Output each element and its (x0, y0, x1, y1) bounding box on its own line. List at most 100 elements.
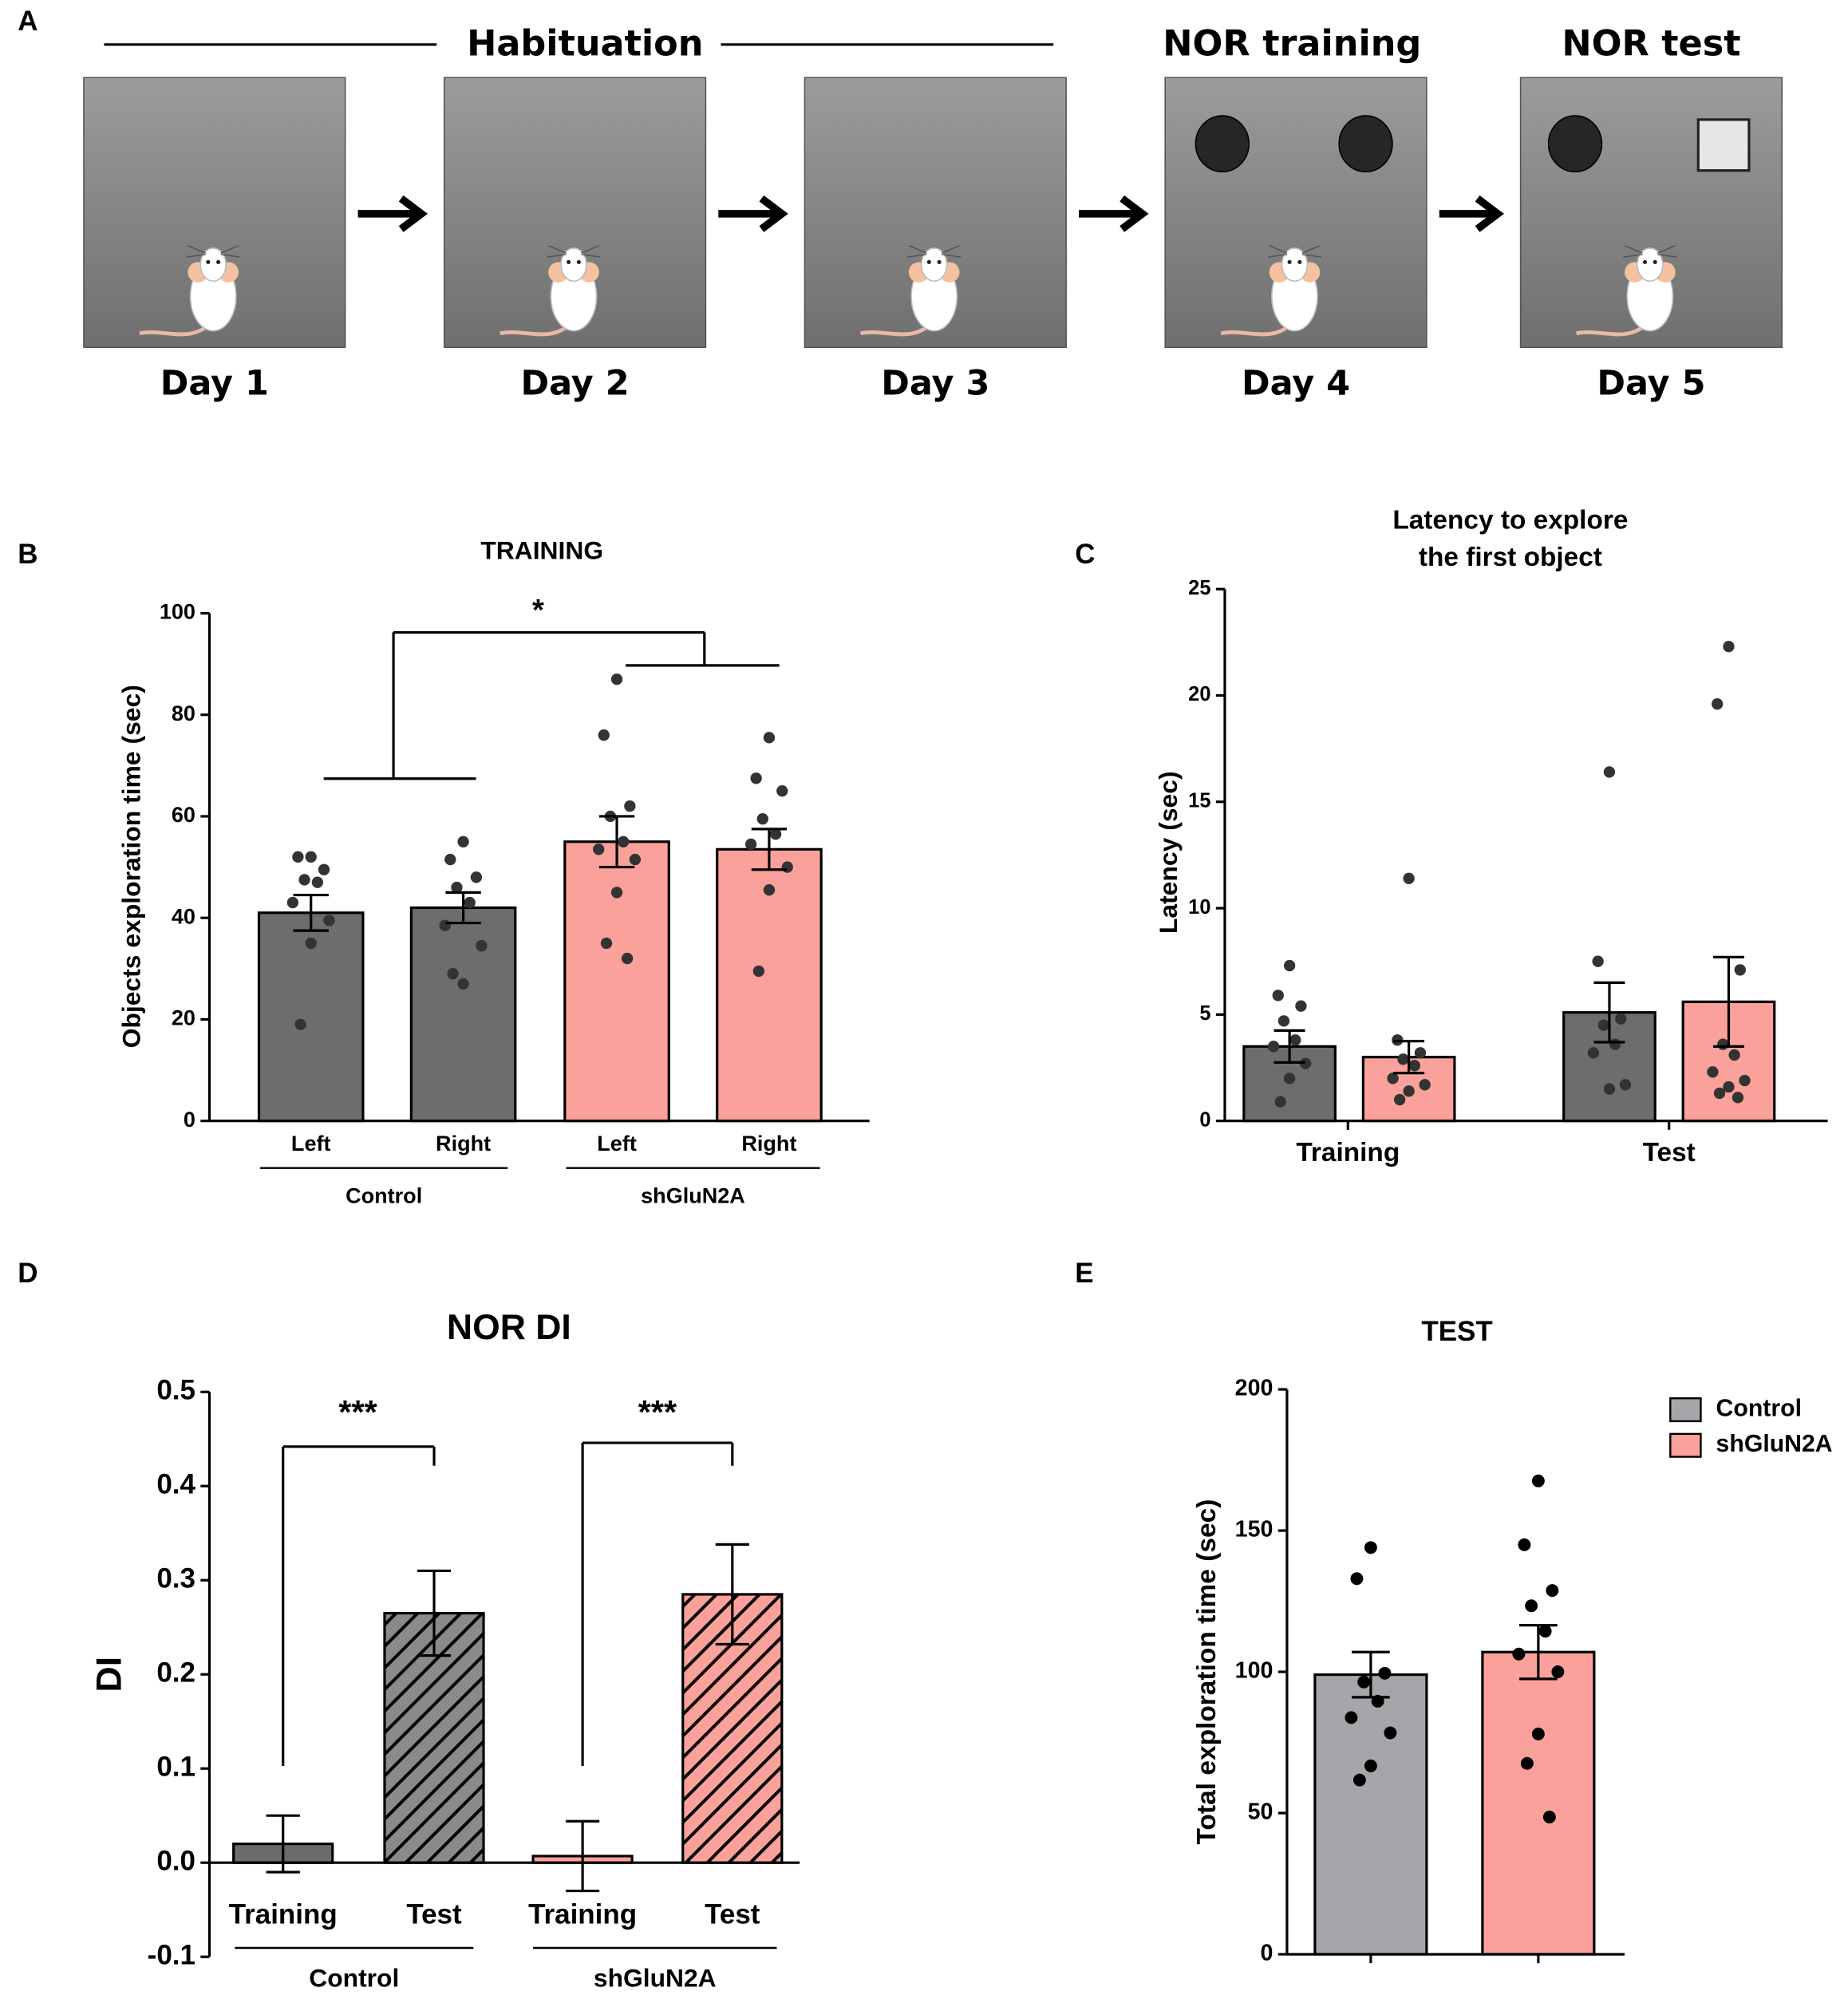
mouse-head (1281, 247, 1309, 282)
data-point (1587, 1047, 1600, 1059)
mouse-eye (926, 259, 931, 264)
data-point (298, 874, 310, 886)
y-tick-label: 0.3 (156, 1562, 195, 1594)
y-tick-label: 0 (1199, 1108, 1210, 1131)
chart-title: TRAINING (480, 535, 603, 564)
data-point (1538, 1625, 1552, 1638)
data-point (1299, 1057, 1312, 1069)
object-circle (1547, 115, 1603, 173)
data-point (598, 729, 610, 741)
panel-letter: D (18, 1258, 38, 1289)
mouse-icon (500, 244, 601, 337)
x-tick-label: Test (1643, 1138, 1696, 1167)
data-point (1734, 964, 1746, 976)
day-label: Day 5 (1597, 364, 1705, 404)
mouse-head (1637, 247, 1664, 282)
data-point (470, 871, 483, 883)
panel-letter: B (18, 539, 38, 570)
y-tick-label: 0.5 (156, 1374, 195, 1405)
data-point (1289, 1034, 1301, 1046)
data-point (447, 967, 459, 980)
y-tick-label: 40 (172, 903, 195, 928)
arrow-head (759, 195, 788, 232)
data-point (752, 965, 765, 978)
mouse-whiskers (1623, 244, 1677, 258)
y-tick-label: 25 (1188, 577, 1210, 599)
data-point (776, 784, 788, 797)
arrow-head (1475, 195, 1504, 232)
data-point (781, 861, 793, 873)
data-point (1364, 1541, 1377, 1555)
mouse-head (560, 247, 587, 282)
data-point (294, 1018, 306, 1030)
data-point (1531, 1727, 1545, 1740)
y-tick-label: 20 (1188, 683, 1210, 705)
data-point (457, 978, 469, 990)
data-point (305, 937, 317, 950)
data-point (1712, 697, 1724, 710)
y-tick-label: 200 (1235, 1376, 1273, 1401)
y-axis-label: DI (90, 1657, 129, 1693)
object-square (1696, 118, 1751, 172)
chart-title: Latency to explore (1392, 506, 1628, 535)
arrow-head (398, 195, 428, 232)
data-point (1387, 1073, 1399, 1084)
mouse-eye (216, 259, 221, 264)
x-tick-label: Training (1296, 1138, 1400, 1167)
data-point (1739, 1074, 1751, 1087)
y-tick-label: 5 (1199, 1002, 1210, 1025)
data-point (1283, 959, 1296, 972)
y-tick-label: 100 (1235, 1658, 1273, 1684)
data-point (323, 915, 335, 926)
x-tick-label: Right (741, 1131, 796, 1156)
data-point (769, 828, 782, 840)
arrow-head (1119, 195, 1149, 232)
data-point (1597, 1019, 1609, 1031)
mouse-tail (1576, 322, 1648, 337)
phase-label: NOR test (1562, 22, 1740, 64)
x-tick-label: Left (291, 1131, 331, 1156)
data-point (610, 674, 623, 685)
x-tick-label: Test (705, 1898, 760, 1930)
mouse-tail (1220, 322, 1293, 337)
data-point (464, 896, 476, 909)
mouse-eye (1653, 259, 1657, 264)
object-circle (1338, 115, 1393, 173)
legend-label: Control (1716, 1396, 1802, 1422)
data-point (1403, 1085, 1415, 1097)
y-axis-label: Total exploration time (sec) (1192, 1499, 1222, 1845)
significance-label: *** (338, 1394, 377, 1431)
data-point (1520, 1756, 1534, 1770)
mouse-eye (937, 259, 942, 264)
data-point (763, 732, 776, 744)
y-tick-label: 0.4 (156, 1468, 195, 1499)
data-point (1384, 1726, 1397, 1740)
significance-label: * (532, 593, 544, 627)
data-point (763, 884, 776, 896)
object-circle (1194, 115, 1250, 173)
mouse-tail (859, 322, 932, 337)
data-point (1408, 1060, 1420, 1072)
data-point (744, 838, 757, 851)
data-point (1723, 1080, 1735, 1093)
data-point (1603, 766, 1616, 778)
y-tick-label: 0.1 (156, 1751, 195, 1782)
data-point (1345, 1711, 1358, 1724)
y-tick-label: 0 (1261, 1941, 1273, 1966)
mouse-whiskers (1267, 244, 1321, 258)
legend-swatch (1669, 1432, 1702, 1458)
data-point (1551, 1665, 1565, 1678)
x-tick-label: Test (406, 1898, 462, 1930)
day-label: Day 2 (521, 364, 630, 404)
mouse-head (199, 247, 227, 282)
y-tick-label: 50 (1248, 1799, 1273, 1825)
y-tick-label: 100 (160, 599, 195, 624)
data-point (1603, 1083, 1616, 1095)
data-point (1542, 1810, 1556, 1823)
y-axis-label: Latency (sec) (1154, 771, 1183, 934)
mouse-tail (500, 322, 571, 337)
data-point (1728, 1049, 1740, 1061)
mouse-tail (139, 322, 211, 337)
data-point (600, 937, 613, 950)
